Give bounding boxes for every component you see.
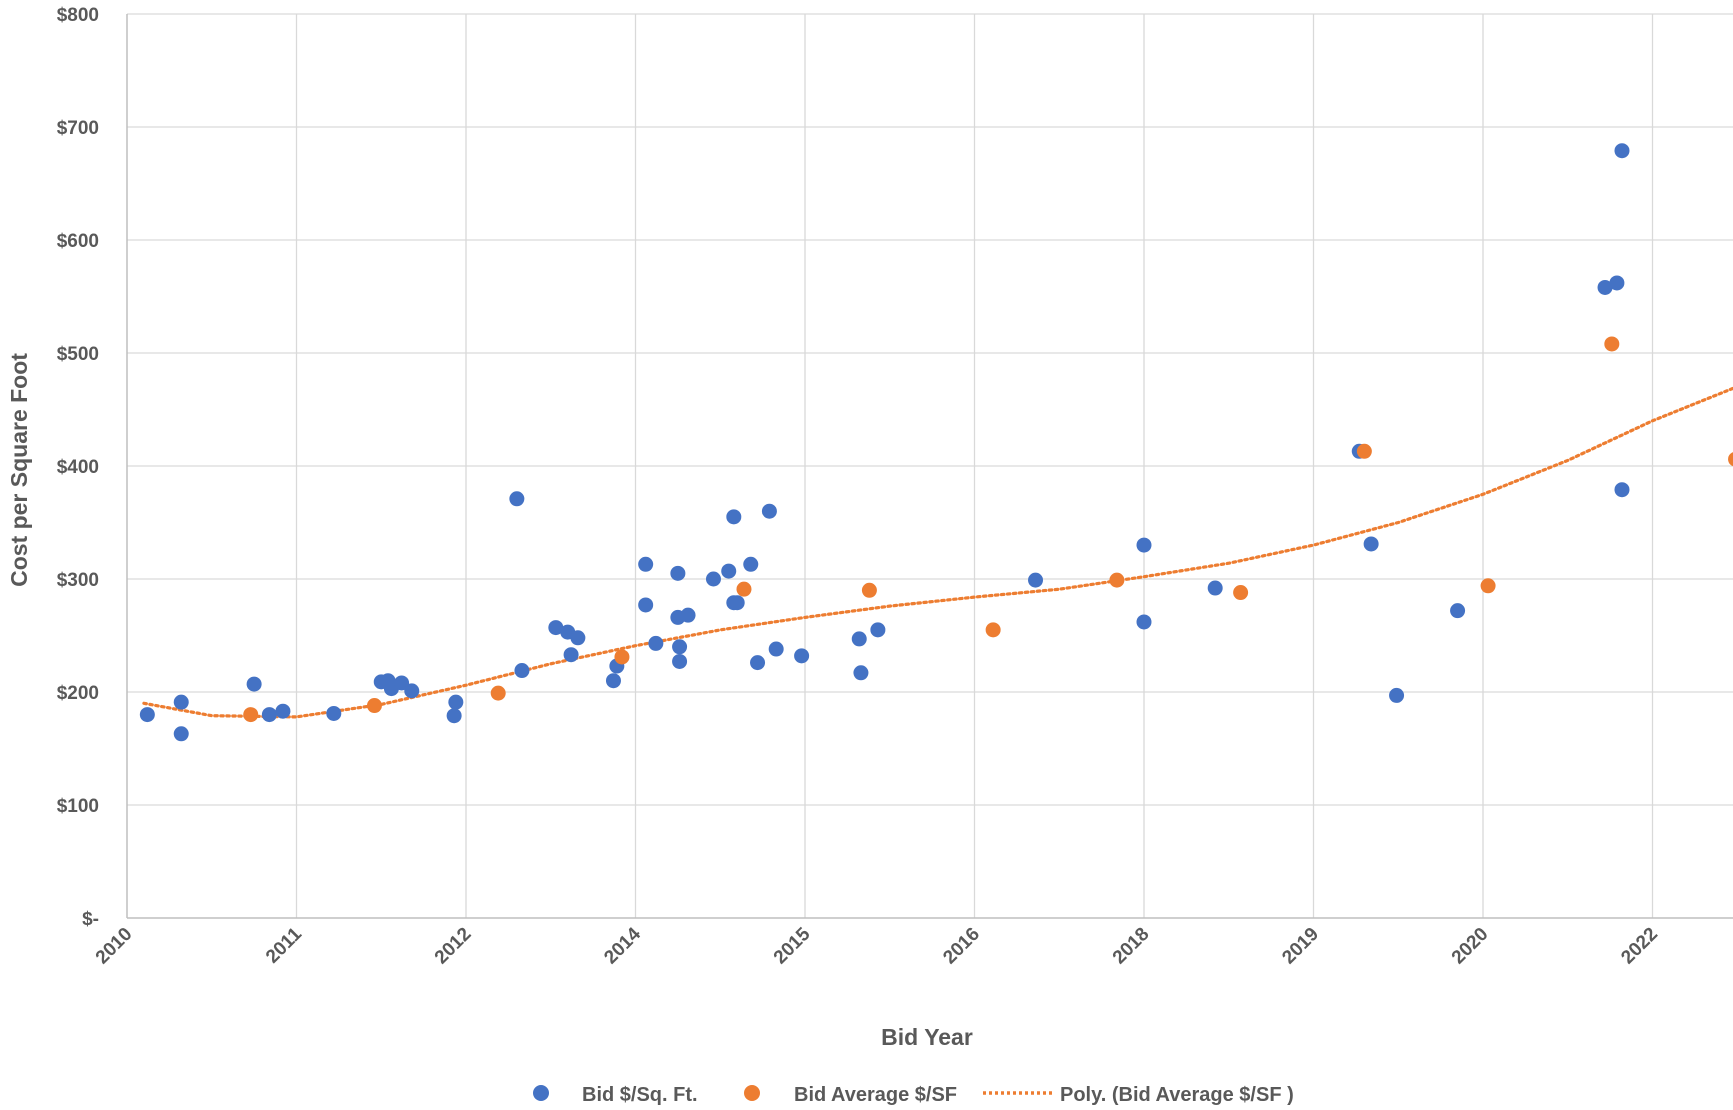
point-bid-sqft (794, 648, 810, 664)
point-bid-sqft (638, 597, 654, 613)
point-bid-sqft (1389, 687, 1405, 703)
y-tick-label: $- (82, 909, 99, 930)
point-bid-sqft (680, 607, 696, 623)
x-tick-label: 2020 (1448, 924, 1493, 969)
point-bid-average (490, 685, 506, 701)
legend-label-bid-average: Bid Average $/SF (794, 1084, 957, 1106)
point-bid-sqft (721, 563, 737, 579)
x-tick-label: 2011 (262, 923, 306, 967)
point-bid-sqft (743, 556, 759, 572)
point-bid-sqft (1136, 537, 1152, 553)
point-bid-sqft (768, 641, 784, 657)
y-tick-label: $500 (57, 344, 99, 365)
point-bid-sqft (173, 726, 189, 742)
x-tick-label: 2012 (431, 924, 476, 969)
x-tick-label: 2015 (770, 923, 815, 968)
point-bid-average (736, 581, 752, 597)
x-tick-label: 2022 (1617, 924, 1662, 969)
point-bid-sqft (1136, 614, 1152, 630)
point-bid-average (1604, 336, 1620, 352)
x-tick-label: 2014 (600, 923, 645, 968)
trendline (142, 386, 1733, 719)
point-bid-sqft (705, 571, 721, 587)
x-axis-title: Bid Year (881, 1024, 973, 1050)
axes (126, 14, 1733, 919)
legend: Bid $/Sq. Ft. Bid Average $/SF Poly. (Bi… (533, 1084, 1294, 1106)
point-bid-average (1356, 443, 1372, 459)
y-tick-labels: $- $100 $200 $300 $400 $500 $600 $700 $800 (57, 5, 99, 930)
point-bid-average (243, 707, 259, 723)
point-bid-sqft (1614, 482, 1630, 498)
point-bid-sqft (1363, 536, 1379, 552)
point-bid-sqft (648, 635, 664, 651)
point-bid-average (861, 582, 877, 598)
x-tick-label: 2019 (1278, 924, 1323, 969)
point-bid-sqft (672, 653, 688, 669)
point-bid-average (1480, 578, 1496, 594)
point-bid-sqft (570, 630, 586, 646)
point-bid-sqft (448, 694, 464, 710)
y-tick-label: $800 (57, 5, 99, 26)
point-bid-sqft (1450, 603, 1466, 619)
x-tick-label: 2018 (1109, 924, 1154, 969)
point-bid-sqft (509, 491, 525, 507)
point-bid-sqft (853, 665, 869, 681)
point-bid-sqft (670, 565, 686, 581)
point-bid-sqft (404, 683, 420, 699)
point-bid-sqft (605, 673, 621, 689)
data-points (139, 143, 1733, 742)
grid (127, 13, 1733, 918)
point-bid-sqft (638, 556, 654, 572)
legend-label-bid-sqft: Bid $/Sq. Ft. (582, 1084, 698, 1106)
y-tick-label: $100 (57, 796, 99, 817)
x-tick-label: 2010 (92, 924, 137, 969)
point-bid-sqft (750, 655, 766, 671)
point-bid-sqft (761, 503, 777, 519)
point-bid-sqft (870, 622, 886, 638)
point-bid-average (1109, 572, 1125, 588)
y-tick-label: $300 (57, 570, 99, 591)
legend-marker-bid-sqft (533, 1085, 549, 1101)
point-bid-sqft (514, 663, 530, 679)
point-bid-sqft (326, 705, 342, 721)
point-bid-sqft (1028, 572, 1044, 588)
point-bid-sqft (1207, 580, 1223, 596)
point-bid-average (614, 649, 630, 665)
point-bid-sqft (1597, 279, 1613, 295)
y-tick-label: $700 (57, 118, 99, 139)
point-bid-average (1233, 585, 1249, 601)
y-tick-label: $400 (57, 457, 99, 478)
point-bid-sqft (548, 620, 564, 636)
point-bid-sqft (672, 639, 688, 655)
point-bid-sqft (726, 509, 742, 525)
point-bid-sqft (446, 708, 462, 724)
trendline-path (142, 386, 1733, 719)
point-bid-average (985, 622, 1001, 638)
point-bid-sqft (275, 703, 291, 719)
point-bid-sqft (139, 707, 155, 723)
y-tick-label: $600 (57, 231, 99, 252)
point-bid-sqft (394, 675, 410, 691)
point-bid-sqft (261, 707, 277, 723)
y-tick-label: $200 (57, 683, 99, 704)
point-bid-sqft (563, 647, 579, 663)
point-bid-sqft (246, 676, 262, 692)
point-bid-sqft (729, 595, 745, 611)
legend-marker-bid-average (744, 1085, 760, 1101)
point-bid-sqft (1614, 143, 1630, 159)
point-bid-average (1728, 452, 1733, 467)
point-bid-sqft (173, 694, 189, 710)
point-bid-sqft (1609, 275, 1625, 291)
point-bid-sqft (851, 631, 867, 647)
point-bid-average (366, 698, 382, 714)
x-tick-label: 2016 (939, 924, 984, 969)
y-axis-title: Cost per Square Foot (6, 353, 32, 587)
legend-label-poly-trend: Poly. (Bid Average $/SF ) (1060, 1084, 1294, 1106)
x-tick-labels: 2010 2011 2012 2014 2015 2016 2018 2019 2020 2022 (92, 923, 1662, 968)
